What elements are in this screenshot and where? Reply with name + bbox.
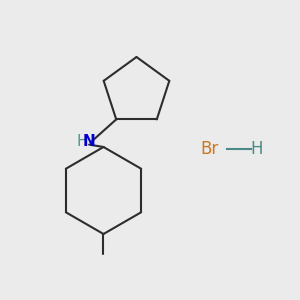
Text: Br: Br (201, 140, 219, 158)
Text: N: N (82, 134, 95, 149)
Text: H: H (250, 140, 263, 158)
Text: H: H (77, 134, 88, 149)
